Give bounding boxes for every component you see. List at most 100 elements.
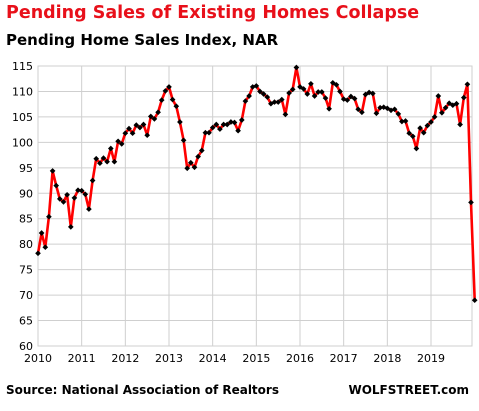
data-point [180, 137, 187, 144]
data-point [326, 105, 332, 112]
y-tick-label: 100 [12, 136, 33, 149]
data-point [300, 86, 307, 92]
chart-subtitle: Pending Home Sales Index, NAR [6, 31, 279, 49]
y-tick-label: 95 [19, 162, 33, 175]
y-axis-ticks: 60 65 70 75 80 85 90 95 100 105 110 115 [12, 60, 33, 353]
data-point [126, 125, 132, 132]
x-tick-label: 2013 [155, 352, 183, 365]
data-point [377, 104, 383, 111]
gridlines [37, 65, 473, 347]
data-point [428, 119, 434, 125]
data-point [177, 119, 183, 125]
data-point [162, 88, 169, 94]
data-point [439, 109, 445, 116]
data-point [78, 187, 85, 194]
data-point [355, 106, 362, 113]
data-point [184, 165, 191, 172]
data-point [293, 64, 300, 71]
y-tick-label: 115 [12, 60, 33, 73]
data-point [107, 145, 114, 152]
data-point [453, 100, 460, 107]
data-point [278, 96, 285, 103]
data-point [220, 121, 227, 128]
brand-label: WOLFSTREET.com [348, 383, 469, 397]
data-point [213, 121, 220, 128]
data-point [166, 84, 172, 90]
x-tick-label: 2011 [68, 352, 96, 365]
data-point [464, 81, 471, 88]
data-point [122, 130, 129, 137]
data-point [402, 118, 409, 124]
data-point [158, 97, 165, 103]
data-point [369, 90, 376, 97]
data-point [93, 155, 100, 162]
data-point [253, 83, 260, 89]
data-point [97, 160, 103, 167]
data-point [333, 81, 340, 88]
data-point [235, 127, 241, 134]
data-point [75, 187, 81, 194]
x-axis-ticks: 2010 2011 2012 2013 2014 2015 2016 2017 2018 2019 [24, 352, 445, 365]
data-point [260, 91, 267, 97]
y-tick-label: 80 [19, 238, 33, 251]
data-point [144, 132, 151, 139]
data-point [286, 90, 292, 96]
x-tick-label: 2010 [24, 352, 52, 365]
data-point [420, 129, 427, 136]
data-point [471, 297, 478, 304]
data-point [322, 95, 329, 101]
data-point [118, 141, 125, 147]
data-point [71, 195, 78, 201]
data-point [217, 126, 223, 132]
data-point [391, 106, 398, 113]
data-point [111, 158, 118, 165]
data-point [468, 199, 474, 206]
data-point [318, 89, 325, 95]
data-point [348, 93, 354, 100]
data-point [169, 96, 176, 103]
data-point [191, 164, 198, 171]
data-point [49, 168, 56, 174]
y-tick-label: 90 [19, 187, 33, 200]
chart-title: Pending Sales of Existing Homes Collapse [6, 3, 420, 23]
plot-frame [37, 65, 473, 347]
y-tick-label: 70 [19, 289, 33, 302]
data-point [206, 129, 212, 136]
y-tick-label: 105 [12, 111, 33, 124]
data-point [424, 122, 431, 129]
data-point [442, 104, 449, 111]
data-point [133, 122, 140, 128]
data-point [209, 124, 216, 131]
data-point [224, 121, 231, 128]
data-point [282, 111, 289, 118]
data-point [315, 89, 322, 95]
y-tick-label: 65 [19, 315, 33, 328]
data-point [431, 114, 438, 120]
x-tick-label: 2015 [242, 352, 270, 365]
data-point [82, 191, 89, 198]
x-tick-label: 2018 [373, 352, 401, 365]
data-point [147, 113, 154, 120]
x-tick-label: 2012 [111, 352, 139, 365]
y-tick-label: 75 [19, 264, 33, 277]
data-point [399, 118, 405, 125]
data-point [246, 93, 252, 99]
data-point [140, 121, 147, 128]
data-point [308, 80, 314, 87]
data-point [460, 94, 467, 101]
data-point [289, 86, 296, 93]
data-point [337, 88, 343, 95]
data-point [304, 91, 311, 97]
data-point [384, 105, 391, 112]
data-point [104, 158, 110, 165]
source-note: Source: National Association of Realtors [6, 383, 279, 397]
data-point [198, 147, 205, 154]
data-point [89, 177, 96, 184]
data-point [359, 109, 365, 116]
data-point [406, 130, 413, 137]
data-point [100, 155, 107, 161]
x-tick-label: 2019 [417, 352, 445, 365]
data-point [86, 206, 92, 212]
data-point [409, 133, 416, 140]
data-point [311, 93, 318, 99]
